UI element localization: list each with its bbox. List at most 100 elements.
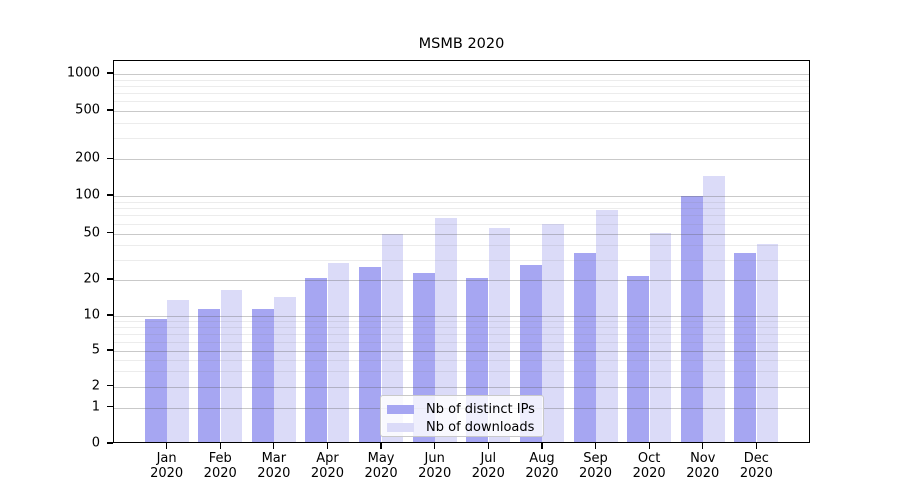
x-tick-mark [755,443,758,449]
gridline-minor [114,370,809,372]
y-tick-mark [107,232,113,234]
bar-downloads-jun [435,218,457,442]
legend: Nb of distinct IPs Nb of downloads [380,395,544,437]
x-tick-mark [273,443,275,449]
x-tick-mark [326,443,329,449]
gridline-major [114,111,809,112]
y-tick-mark [107,442,113,444]
x-tick-year: 2020 [310,466,344,481]
x-tick-mark [434,443,436,449]
y-tick-mark [107,385,113,387]
gridline-minor [114,93,809,95]
gridline-minor [114,359,809,361]
x-tick-month: Aug [529,451,555,466]
legend-swatch [387,405,414,414]
gridline-minor [114,208,809,210]
x-tick-label: Apr 2020 [311,451,344,481]
x-tick-year: 2020 [578,466,613,481]
gridline-minor [114,215,809,217]
x-tick-mark [165,443,168,449]
y-tick-label: 100 [75,187,100,203]
x-tick-mark [648,443,650,449]
gridline-minor [114,101,809,103]
x-tick-year: 2020 [203,466,237,481]
x-tick-month: Jun [424,451,445,466]
y-tick-label: 200 [75,150,100,166]
gridline-minor [114,79,809,81]
y-tick-mark [107,406,113,408]
x-tick-month: Feb [208,451,232,466]
x-tick-mark [380,443,382,449]
chart-title: MSMB 2020 [418,36,505,52]
x-tick-year: 2020 [686,466,720,481]
x-tick-month: Oct [637,451,661,466]
legend-item: Nb of downloads [381,419,543,437]
legend-swatch [387,423,414,432]
y-tick-label: 1 [91,399,100,415]
x-tick-label: Jul 2020 [472,451,505,481]
bar-distinct-ips-jan [144,319,167,442]
y-tick-mark [107,109,113,111]
bar-downloads-aug [542,223,564,442]
legend-label: Nb of distinct IPs [426,402,535,417]
bar-downloads-nov [703,176,725,442]
gridline-minor [114,85,809,87]
bar-distinct-ips-may [359,266,382,442]
y-tick-label: 10 [83,307,100,323]
x-tick-month: Jul [480,451,497,466]
y-tick-label: 1000 [66,65,100,81]
x-tick-year: 2020 [257,466,291,481]
bar-distinct-ips-feb [198,309,221,442]
bar-distinct-ips-sep [573,252,596,442]
bar-downloads-oct [649,232,672,442]
y-tick-label: 500 [75,102,100,118]
x-tick-month: Dec [743,451,769,466]
y-tick-mark [107,314,113,316]
gridline-minor [114,327,809,329]
x-tick-label: Jun 2020 [418,451,451,481]
legend-item: Nb of distinct IPs [381,401,543,419]
gridline-minor [114,137,809,139]
gridline-minor [114,341,809,343]
y-tick-mark [107,72,113,74]
bar-distinct-ips-dec [734,252,757,442]
x-tick-mark [487,443,489,449]
bar-downloads-dec [756,244,779,442]
x-tick-label: Feb 2020 [204,451,237,481]
x-tick-mark [594,443,597,449]
bar-downloads-sep [596,209,618,442]
x-tick-mark [702,443,704,449]
gridline-minor [114,201,809,203]
y-tick-label: 50 [83,225,100,241]
gridline-major [114,386,809,388]
x-tick-label: Dec 2020 [740,451,773,481]
x-tick-month: May [367,451,395,466]
x-tick-year: 2020 [632,466,666,481]
x-tick-month: Sep [583,451,608,466]
gridline-major [114,159,809,161]
gridline-major [114,280,809,281]
y-tick-label: 20 [83,271,100,287]
x-tick-label: Sep 2020 [579,451,612,481]
x-tick-label: Nov 2020 [686,451,719,481]
x-tick-month: Jan [156,451,177,466]
x-tick-year: 2020 [471,466,505,481]
gridline-minor [114,244,809,246]
x-tick-month: Mar [261,451,287,466]
bar-downloads-mar [274,296,296,442]
gridline-major [114,351,809,352]
x-tick-year: 2020 [525,466,559,481]
gridline-major [114,74,809,75]
x-tick-month: Apr [316,451,339,466]
x-tick-label: Mar 2020 [257,451,290,481]
gridline-major [114,233,809,235]
y-tick-label: 2 [91,378,100,394]
bar-downloads-feb [220,289,243,442]
x-tick-year: 2020 [150,466,184,481]
x-tick-year: 2020 [364,466,398,481]
bar-distinct-ips-apr [305,278,328,442]
x-tick-mark [541,443,543,449]
gridline-minor [114,321,809,323]
gridline-major [114,316,809,317]
